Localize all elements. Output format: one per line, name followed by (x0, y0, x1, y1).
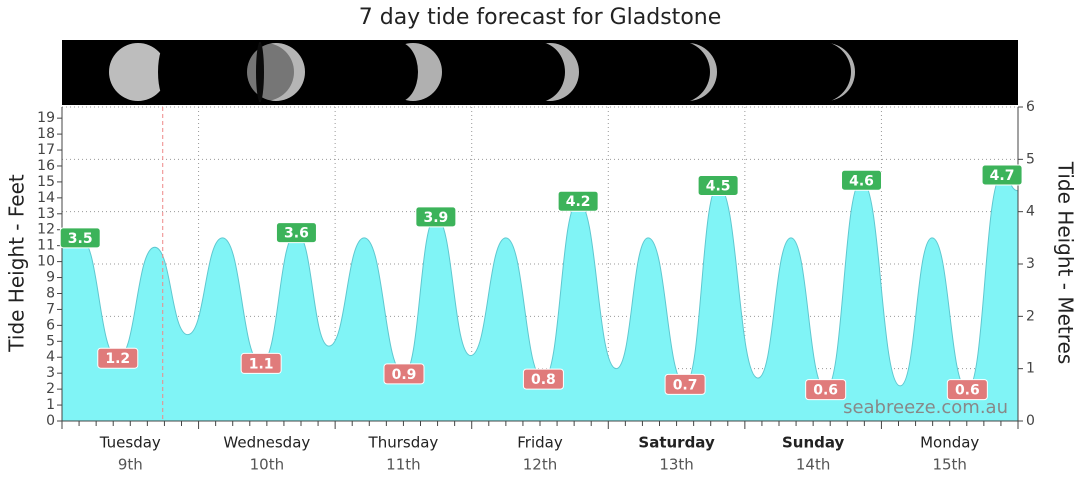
tide-label: 0.9 (392, 367, 417, 383)
y-tick-label: 15 (37, 174, 55, 190)
y2-tick-label: 2 (1026, 308, 1035, 324)
y-tick-label: 10 (37, 254, 55, 270)
date-label: 14th (796, 456, 830, 474)
date-label: 12th (523, 456, 557, 474)
y-tick-label: 18 (37, 126, 55, 142)
plot-area: 0123456789101112131415161718190123456Tue… (37, 99, 1035, 474)
tide-label: 4.5 (706, 179, 731, 195)
y-tick-label: 12 (37, 222, 55, 238)
y2-tick-label: 0 (1026, 413, 1035, 429)
day-label: Thursday (368, 434, 439, 452)
tide-label: 0.8 (531, 372, 556, 388)
moon-strip (62, 40, 1018, 105)
tide-label: 4.6 (849, 173, 874, 189)
tide-label-box (275, 222, 317, 244)
tide-label: 1.2 (105, 351, 130, 367)
y-tick-label: 4 (46, 349, 55, 365)
moon (648, 41, 717, 103)
date-label: 10th (250, 456, 284, 474)
watermark: seabreeze.com.au (843, 397, 1008, 418)
y-tick-label: 19 (37, 110, 55, 126)
date-label: 13th (659, 456, 693, 474)
y-tick-label: 17 (37, 142, 55, 158)
y2-tick-label: 5 (1026, 151, 1035, 167)
y-tick-label: 7 (46, 301, 55, 317)
y-tick-label: 9 (46, 270, 55, 286)
tide-label: 3.5 (68, 231, 93, 247)
y-tick-label: 0 (46, 413, 55, 429)
y2-tick-label: 3 (1026, 256, 1035, 272)
tide-label: 4.7 (990, 168, 1015, 184)
date-label: 9th (118, 456, 143, 474)
tide-label-box (841, 169, 883, 191)
tide-label: 0.6 (813, 383, 838, 399)
tide-label-box (383, 363, 425, 385)
moon (787, 41, 855, 103)
moon (378, 42, 442, 102)
y-tick-label: 16 (37, 158, 55, 174)
tide-label-box (415, 206, 457, 228)
moon (511, 42, 579, 102)
tide-label: 1.1 (249, 356, 274, 372)
day-label: Saturday (638, 434, 715, 452)
moon (236, 42, 305, 102)
tide-label-box (805, 379, 847, 401)
y2-tick-label: 6 (1026, 99, 1035, 115)
tide-label: 3.6 (284, 226, 309, 242)
tide-label: 0.6 (955, 383, 980, 399)
y-axis-title: Tide Height - Feet (5, 174, 29, 353)
tide-label-box (557, 190, 599, 212)
day-label: Friday (517, 434, 563, 452)
tide-label: 3.9 (423, 210, 448, 226)
tide-label-box (981, 164, 1023, 186)
tide-label: 0.7 (673, 377, 698, 393)
y-tick-label: 1 (46, 397, 55, 413)
tide-label-box (240, 352, 282, 374)
y-tick-label: 13 (37, 206, 55, 222)
date-label: 11th (386, 456, 420, 474)
y-tick-label: 3 (46, 365, 55, 381)
y-tick-label: 5 (46, 333, 55, 349)
tide-label-box (59, 227, 101, 249)
day-label: Sunday (782, 434, 845, 452)
day-label: Tuesday (99, 434, 161, 452)
tide-label-box (97, 347, 139, 369)
day-label: Monday (920, 434, 979, 452)
tide-label-box (522, 368, 564, 390)
tide-line (61, 174, 1019, 391)
tide-label-box (697, 175, 739, 196)
y2-tick-label: 1 (1026, 361, 1035, 377)
y2-axis-title: Tide Height - Metres (1054, 161, 1078, 364)
y-tick-label: 2 (46, 381, 55, 397)
tide-label-box (664, 373, 706, 395)
moon (109, 42, 178, 102)
tide-label-box (946, 379, 988, 401)
y-tick-label: 11 (37, 238, 55, 254)
tide-label: 4.2 (566, 194, 591, 210)
day-label: Wednesday (223, 434, 310, 452)
y-tick-label: 8 (46, 285, 55, 301)
y2-tick-label: 4 (1026, 204, 1035, 220)
chart-title: 7 day tide forecast for Gladstone (359, 5, 722, 30)
y-tick-label: 6 (46, 317, 55, 333)
date-label: 15th (932, 456, 966, 474)
y-tick-label: 14 (37, 190, 55, 206)
